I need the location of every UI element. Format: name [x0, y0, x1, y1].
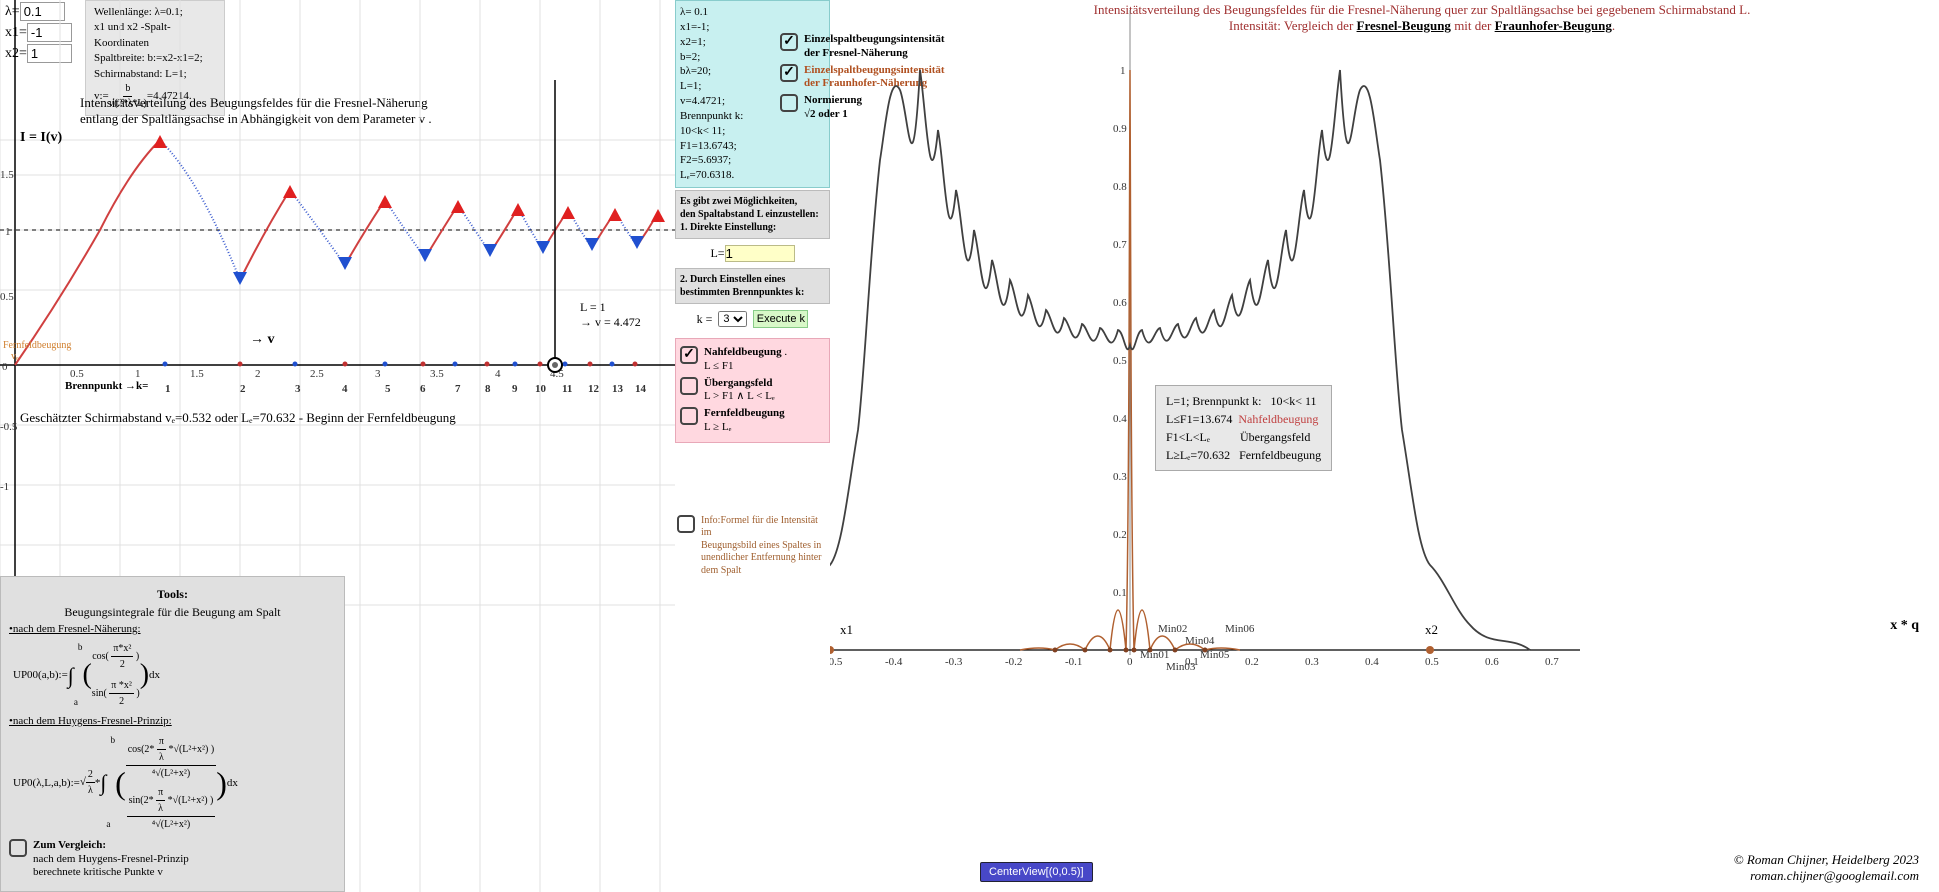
- execute-k-button[interactable]: Execute k: [753, 310, 808, 328]
- svg-text:1: 1: [5, 226, 11, 238]
- center-view-button[interactable]: CenterView[(0,0.5)]: [980, 862, 1093, 882]
- svg-text:0.2: 0.2: [1245, 656, 1259, 668]
- svg-text:1: 1: [135, 368, 141, 380]
- x1-label: x1: [840, 622, 853, 638]
- fresnel-eq: UP00(a,b):= ∫ab ( cos( π*x²2 ) sin( π *x…: [9, 637, 336, 713]
- checkbox-icon: [9, 839, 27, 857]
- svg-text:0.7: 0.7: [1113, 239, 1127, 251]
- svg-text:0.8: 0.8: [1113, 181, 1127, 193]
- nahfeld-checkbox[interactable]: Nahfeldbeugung .L ≤ F1: [680, 346, 825, 374]
- checkbox-icon: [677, 515, 695, 533]
- svg-text:14: 14: [635, 383, 647, 395]
- svg-text:0.4: 0.4: [1365, 656, 1379, 668]
- tools-title: Tools:: [9, 585, 336, 603]
- svg-text:-1: -1: [0, 481, 9, 493]
- v-marker-text: L = 1 → v = 4.472: [580, 300, 641, 330]
- svg-text:-0.2: -0.2: [1005, 656, 1022, 668]
- svg-text:1: 1: [165, 383, 171, 395]
- right-chart: 0.10.20.30.40.50.60.70.80.91 -0.7-0.6-0.…: [830, 10, 1939, 730]
- svg-text:1: 1: [1120, 65, 1126, 77]
- uebergang-checkbox[interactable]: ÜbergangsfeldL > F1 ∧ L < Lₑ: [680, 377, 825, 405]
- svg-text:0.4: 0.4: [1113, 413, 1127, 425]
- tools-subtitle: Beugungsintegrale für die Beugung am Spa…: [9, 603, 336, 621]
- fern-label: Fernfeldbeugung vₑ: [3, 340, 71, 362]
- svg-text:Min03: Min03: [1166, 661, 1196, 673]
- huygens-eq: UP0(λ,L,a,b):= √2λ * ∫ab ( cos(2* πλ *√(…: [9, 730, 336, 836]
- checkbox-icon: [680, 377, 698, 395]
- svg-text:1.5: 1.5: [190, 368, 204, 380]
- x-axis-label: x * q: [1890, 618, 1919, 634]
- svg-text:4: 4: [495, 368, 501, 380]
- svg-text:3: 3: [375, 368, 381, 380]
- svg-text:0.5: 0.5: [1425, 656, 1439, 668]
- checkbox-icon: [780, 94, 798, 112]
- svg-text:0.2: 0.2: [1113, 529, 1127, 541]
- svg-text:Min04: Min04: [1185, 635, 1215, 647]
- L-instruction-box: Es gibt zwei Möglichkeiten, den Spaltabs…: [675, 190, 830, 239]
- svg-text:0.9: 0.9: [1113, 123, 1127, 135]
- right-panel: Intensitätsverteilung des Beugungsfeldes…: [830, 0, 1939, 892]
- k-select[interactable]: 3: [718, 311, 747, 327]
- left-panel: λ= x1= x2= Wellenlänge: λ=0.1; x1 und x2…: [0, 0, 675, 892]
- svg-text:-0.5: -0.5: [0, 421, 18, 433]
- svg-text:2: 2: [240, 383, 246, 395]
- svg-text:0.5: 0.5: [0, 291, 14, 303]
- svg-text:3: 3: [295, 383, 301, 395]
- checkbox-icon: [780, 33, 798, 51]
- checkbox-icon: [680, 346, 698, 364]
- v-arrow-label: → v: [250, 332, 275, 348]
- svg-text:0: 0: [1127, 656, 1133, 668]
- region-box: Nahfeldbeugung .L ≤ F1 ÜbergangsfeldL > …: [675, 338, 830, 443]
- k-row: k = 3 Execute k: [675, 304, 830, 334]
- L-input[interactable]: [725, 245, 795, 262]
- svg-text:Min06: Min06: [1225, 623, 1255, 635]
- fernfeld-checkbox[interactable]: FernfeldbeugungL ≥ Lₑ: [680, 407, 825, 435]
- svg-text:0.5: 0.5: [70, 368, 84, 380]
- copyright: © Roman Chijner, Heidelberg 2023 roman.c…: [1734, 852, 1919, 884]
- svg-text:7: 7: [455, 383, 461, 395]
- svg-text:0.7: 0.7: [1545, 656, 1559, 668]
- svg-text:4: 4: [342, 383, 348, 395]
- svg-text:0.5: 0.5: [1113, 355, 1127, 367]
- svg-text:0.3: 0.3: [1305, 656, 1319, 668]
- checkbox-icon: [780, 64, 798, 82]
- mid-panel: λ= 0.1x1=-1;x2=1;b=2;bλ=20;L=1;v=4.4721;…: [675, 0, 830, 892]
- svg-text:0.3: 0.3: [1113, 471, 1127, 483]
- svg-text:2: 2: [255, 368, 261, 380]
- schirm-text: Geschätzter Schirmabstand vₑ=0.532 oder …: [20, 410, 456, 426]
- svg-text:6: 6: [420, 383, 426, 395]
- x2-label: x2: [1425, 622, 1438, 638]
- svg-text:2.5: 2.5: [310, 368, 324, 380]
- right-legend-box: L=1; Brennpunkt k: 10<k< 11 L≤F1=13.674 …: [1155, 385, 1332, 471]
- svg-text:Min01: Min01: [1140, 649, 1169, 661]
- svg-text:-0.1: -0.1: [1065, 656, 1082, 668]
- svg-text:10: 10: [535, 383, 547, 395]
- tools-box: Tools: Beugungsintegrale für die Beugung…: [0, 576, 345, 892]
- svg-text:8: 8: [485, 383, 491, 395]
- svg-text:0.6: 0.6: [1485, 656, 1499, 668]
- svg-text:11: 11: [562, 383, 572, 395]
- svg-text:9: 9: [512, 383, 518, 395]
- svg-text:5: 5: [385, 383, 391, 395]
- brennpunkt-label: Brennpunkt →k=: [65, 380, 148, 392]
- svg-text:13: 13: [612, 383, 624, 395]
- svg-text:0: 0: [2, 361, 8, 373]
- svg-text:0.6: 0.6: [1113, 297, 1127, 309]
- svg-text:0.1: 0.1: [1113, 587, 1127, 599]
- huygens-header: •nach dem Huygens-Fresnel-Prinzip:: [9, 713, 336, 730]
- info-formula-checkbox[interactable]: Info:Formel für die Intensität imBeugung…: [675, 513, 830, 580]
- svg-text:12: 12: [588, 383, 600, 395]
- svg-text:-0.3: -0.3: [945, 656, 963, 668]
- checkbox-icon: [680, 407, 698, 425]
- svg-text:3.5: 3.5: [430, 368, 444, 380]
- k-instruction-box: 2. Durch Einstellen eines bestimmten Bre…: [675, 268, 830, 304]
- L-input-row: L=: [675, 239, 830, 268]
- svg-text:-0.5: -0.5: [830, 656, 843, 668]
- compare-checkbox[interactable]: Zum Vergleich:nach dem Huygens-Fresnel-P…: [9, 839, 336, 880]
- svg-text:1.5: 1.5: [0, 169, 14, 181]
- fresnel-header: •nach dem Fresnel-Näherung:: [9, 621, 336, 638]
- svg-text:Min02: Min02: [1158, 623, 1187, 635]
- svg-text:-0.4: -0.4: [885, 656, 903, 668]
- y-axis-label: I = I(v): [20, 130, 62, 146]
